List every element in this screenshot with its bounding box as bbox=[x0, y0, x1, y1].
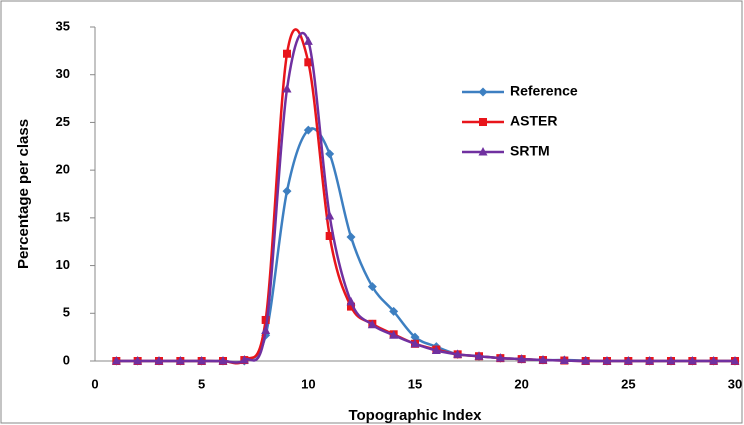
marker bbox=[389, 306, 399, 316]
x-tick-label: 25 bbox=[621, 376, 635, 391]
marker bbox=[410, 338, 420, 348]
marker bbox=[282, 84, 292, 93]
legend-label: SRTM bbox=[510, 143, 550, 159]
y-tick-label: 25 bbox=[56, 114, 70, 129]
y-tick-label: 15 bbox=[56, 209, 70, 224]
marker bbox=[175, 356, 185, 365]
marker bbox=[410, 332, 420, 342]
marker bbox=[367, 282, 377, 292]
marker bbox=[453, 349, 463, 358]
legend-label: ASTER bbox=[510, 113, 557, 129]
marker bbox=[346, 296, 356, 306]
marker bbox=[325, 210, 335, 220]
marker bbox=[709, 356, 719, 365]
marker bbox=[645, 356, 655, 365]
y-axis-title: Percentage per class bbox=[15, 119, 32, 269]
y-tick-label: 30 bbox=[56, 66, 70, 81]
marker bbox=[303, 36, 313, 45]
marker bbox=[581, 356, 591, 365]
marker bbox=[197, 356, 207, 365]
y-tick-label: 10 bbox=[56, 257, 70, 272]
marker bbox=[389, 330, 399, 339]
marker bbox=[559, 355, 569, 365]
marker bbox=[666, 356, 676, 365]
x-axis-title: Topographic Index bbox=[348, 407, 482, 424]
marker bbox=[283, 49, 291, 58]
x-tick-label: 10 bbox=[301, 376, 315, 391]
legend-label: Reference bbox=[510, 83, 578, 99]
marker bbox=[474, 351, 484, 360]
marker bbox=[261, 315, 270, 324]
marker bbox=[346, 232, 356, 242]
x-tick-label: 15 bbox=[408, 376, 422, 391]
marker bbox=[602, 356, 612, 365]
marker bbox=[367, 319, 377, 329]
marker bbox=[623, 356, 633, 365]
marker bbox=[239, 355, 249, 364]
marker bbox=[282, 186, 292, 196]
marker bbox=[517, 354, 527, 363]
marker bbox=[111, 356, 121, 365]
x-tick-label: 20 bbox=[514, 376, 528, 391]
marker bbox=[325, 231, 334, 240]
x-tick-label: 0 bbox=[91, 376, 98, 391]
marker bbox=[730, 356, 740, 365]
marker bbox=[218, 356, 228, 365]
y-tick-label: 35 bbox=[56, 18, 70, 33]
marker bbox=[154, 356, 164, 365]
marker bbox=[431, 345, 441, 355]
marker bbox=[478, 147, 488, 156]
marker bbox=[687, 356, 697, 365]
y-tick-label: 5 bbox=[63, 305, 70, 320]
marker bbox=[495, 353, 505, 362]
x-tick-label: 30 bbox=[728, 376, 742, 391]
marker bbox=[304, 58, 313, 67]
marker bbox=[133, 356, 143, 365]
y-tick-label: 0 bbox=[63, 352, 70, 367]
y-tick-label: 20 bbox=[56, 162, 70, 177]
marker bbox=[261, 325, 271, 334]
marker bbox=[538, 355, 548, 364]
marker bbox=[479, 118, 487, 126]
marker bbox=[347, 302, 355, 311]
marker bbox=[478, 87, 488, 97]
marker bbox=[303, 125, 313, 135]
marker bbox=[325, 149, 335, 159]
x-tick-label: 5 bbox=[198, 376, 205, 391]
